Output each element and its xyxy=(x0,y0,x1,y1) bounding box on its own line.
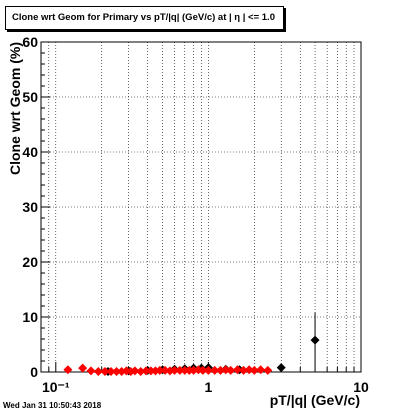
x-tick-label: 1 xyxy=(204,379,212,395)
data-point-red xyxy=(100,366,110,376)
data-point-red xyxy=(170,365,180,375)
y-tick-label: 20 xyxy=(22,254,38,270)
x-tick-label: 10 xyxy=(353,379,369,395)
data-point-red xyxy=(86,366,96,376)
data-point-red xyxy=(106,366,116,376)
y-tick-label: 40 xyxy=(22,144,38,160)
data-point-red xyxy=(141,366,151,376)
data-point-red xyxy=(136,366,146,376)
data-point-red xyxy=(121,366,131,376)
data-point-red xyxy=(93,366,103,376)
y-tick-label: 30 xyxy=(22,199,38,215)
data-point-red xyxy=(239,365,249,375)
data-point-red xyxy=(198,365,208,375)
data-point-red xyxy=(232,365,242,375)
data-point-red xyxy=(244,365,254,375)
data-point-red xyxy=(263,365,273,375)
y-tick-label: 0 xyxy=(30,364,38,380)
y-tick-label: 10 xyxy=(22,309,38,325)
data-point-red xyxy=(210,365,220,375)
data-point-red xyxy=(249,365,259,375)
data-point-red xyxy=(112,366,122,376)
data-point-red xyxy=(215,365,225,375)
footer-timestamp: Wed Jan 31 10:50:43 2018 xyxy=(3,401,102,410)
data-point-red xyxy=(226,365,236,375)
x-axis-title: pT/|q| (GeV/c) xyxy=(270,392,360,408)
data-point-black xyxy=(310,335,320,345)
data-point-red xyxy=(63,365,73,375)
y-tick-label: 60 xyxy=(22,34,38,50)
chart-title: Clone wrt Geom for Primary vs pT/|q| (Ge… xyxy=(5,6,284,30)
y-tick-label: 50 xyxy=(22,89,38,105)
x-tick-label: 10⁻¹ xyxy=(42,379,70,395)
data-point-red xyxy=(256,365,266,375)
data-point-red xyxy=(203,365,213,375)
data-point-red xyxy=(130,366,140,376)
data-point-black xyxy=(276,363,286,373)
data-point-red xyxy=(175,365,185,375)
data-point-red xyxy=(180,365,190,375)
y-axis-title: Clone wrt Geom (%) xyxy=(7,42,23,175)
data-point-red xyxy=(78,363,88,373)
data-point-red xyxy=(155,365,165,375)
data-point-red xyxy=(146,366,156,376)
